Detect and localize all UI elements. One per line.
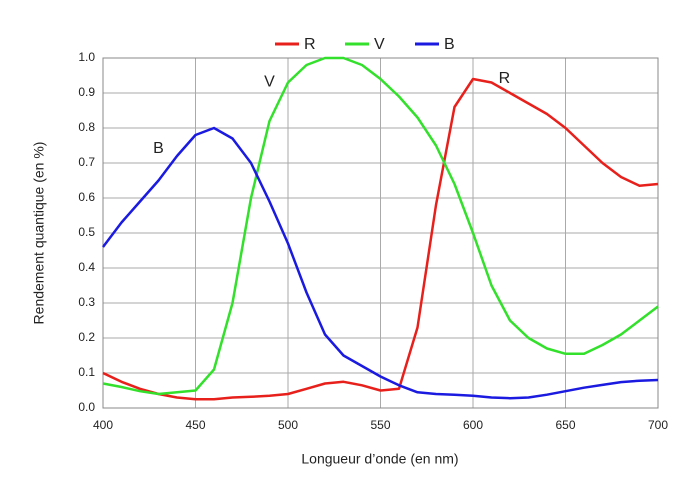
legend-label: V — [374, 36, 385, 53]
y-tick-label: 0.2 — [78, 330, 95, 344]
y-tick-label: 0.4 — [78, 260, 95, 274]
x-tick-label: 500 — [278, 418, 298, 432]
x-tick-label: 700 — [648, 418, 668, 432]
y-tick-label: 0.0 — [78, 400, 95, 414]
x-axis-title: Longueur d’onde (en nm) — [301, 451, 458, 467]
y-tick-label: 0.6 — [78, 190, 95, 204]
x-tick-label: 600 — [463, 418, 483, 432]
x-tick-label: 650 — [555, 418, 575, 432]
y-tick-label: 0.7 — [78, 155, 95, 169]
y-tick-label: 1.0 — [78, 50, 95, 64]
x-tick-label: 400 — [93, 418, 113, 432]
x-tick-label: 550 — [370, 418, 390, 432]
annotation: R — [499, 70, 511, 87]
annotation: B — [153, 140, 164, 157]
legend-label: R — [304, 36, 316, 53]
plot-border — [102, 57, 659, 409]
series-line — [102, 56, 659, 396]
series-line — [102, 126, 659, 400]
y-tick-label: 0.3 — [78, 295, 95, 309]
series-line — [102, 77, 659, 401]
legend-label: B — [444, 36, 455, 53]
y-axis-title: Rendement quantique (en %) — [31, 142, 47, 325]
annotation: V — [264, 74, 275, 91]
y-tick-label: 0.9 — [78, 85, 95, 99]
y-tick-label: 0.5 — [78, 225, 95, 239]
y-tick-label: 0.1 — [78, 365, 95, 379]
y-tick-label: 0.8 — [78, 120, 95, 134]
x-tick-label: 450 — [185, 418, 205, 432]
